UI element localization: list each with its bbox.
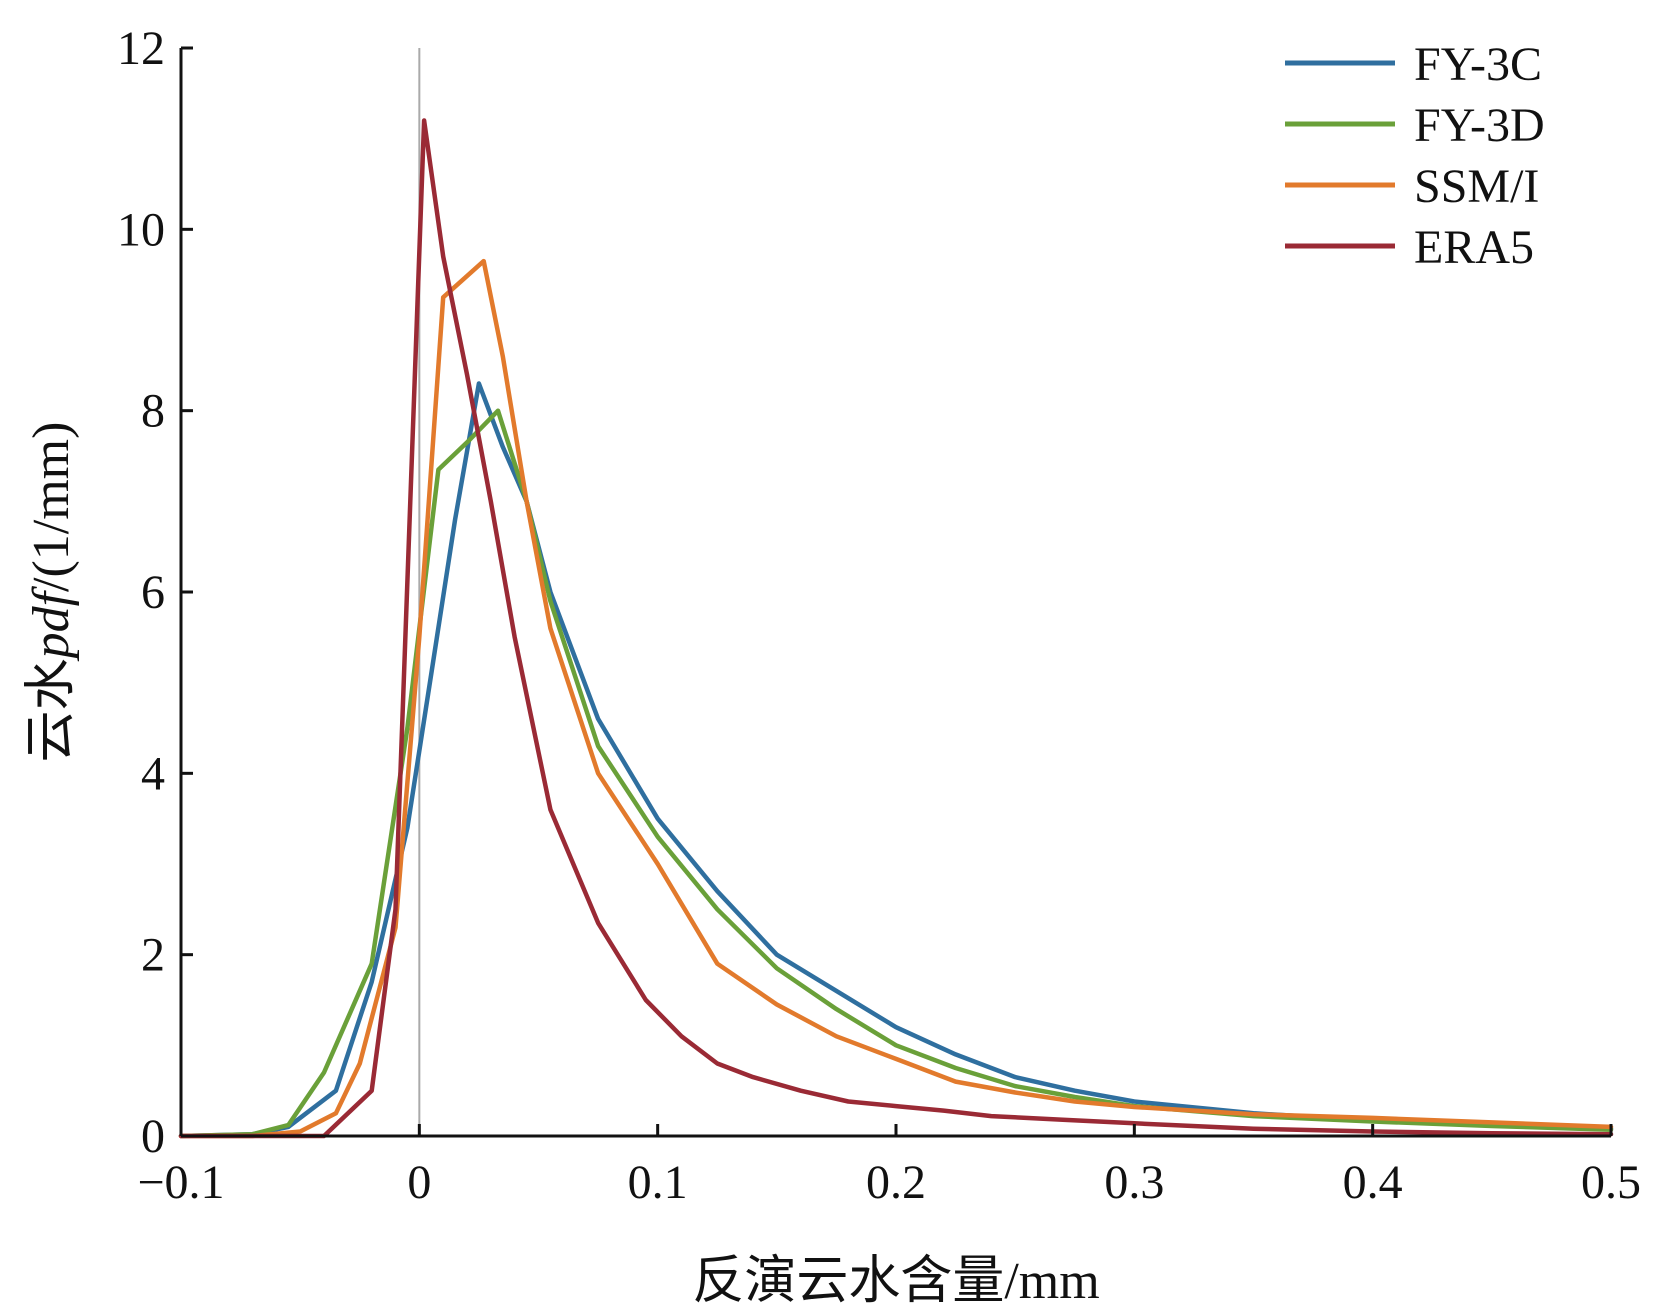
y-tick-label: 10: [117, 203, 165, 256]
x-ticks: −0.1 0 0.1 0.2 0.3 0.4 0.5: [137, 1124, 1641, 1209]
legend-label-ssm-i: SSM/I: [1414, 160, 1539, 213]
y-tick-label: 8: [141, 385, 165, 438]
y-tick-label: 6: [141, 566, 165, 619]
x-tick-label: 0.2: [866, 1156, 926, 1209]
y-tick-label: 12: [117, 22, 165, 75]
y-tick-label: 0: [141, 1110, 165, 1163]
legend: FY-3C FY-3D SSM/I ERA5: [1285, 38, 1545, 274]
legend-label-era5: ERA5: [1414, 221, 1534, 274]
series-line-fy-3c: [178, 381, 1614, 1139]
y-ticks: 0 2 4 6 8 10 12: [117, 22, 193, 1163]
x-tick-label: 0.1: [628, 1156, 688, 1209]
y-axis-title: 云水pdf/(1/mm): [23, 422, 80, 763]
x-tick-label: 0.5: [1581, 1156, 1641, 1209]
y-axis-title-suffix: /(1/mm): [23, 422, 80, 592]
series-line-era5: [178, 118, 1614, 1139]
x-tick-label: 0.4: [1343, 1156, 1403, 1209]
y-tick-label: 4: [141, 747, 165, 800]
plot-area: [178, 48, 1614, 1139]
x-tick-label: −0.1: [137, 1156, 224, 1209]
legend-label-fy-3d: FY-3D: [1414, 99, 1545, 152]
x-axis-title: 反演云水含量/mm: [692, 1253, 1099, 1310]
series-line-ssm-i: [178, 258, 1614, 1139]
axes: [179, 48, 1611, 1138]
y-tick-label: 2: [141, 929, 165, 982]
legend-label-fy-3c: FY-3C: [1414, 38, 1542, 91]
y-axis-title-pdf: pdf: [23, 585, 80, 662]
x-tick-label: 0.3: [1104, 1156, 1164, 1209]
x-tick-label: 0: [407, 1156, 431, 1209]
y-axis-title-prefix: 云水: [23, 658, 80, 762]
